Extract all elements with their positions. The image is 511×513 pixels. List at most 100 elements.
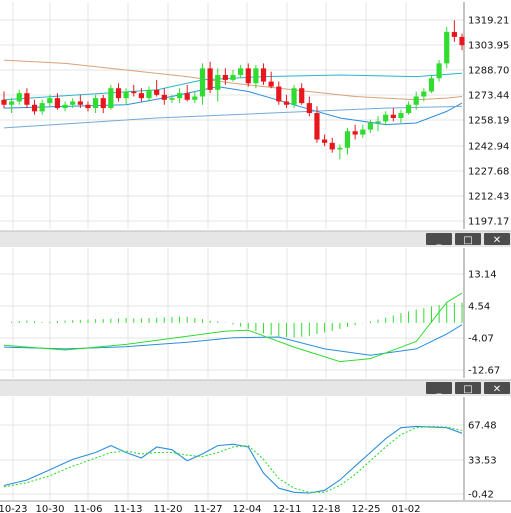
candle-body <box>260 68 267 82</box>
candle-body <box>322 139 328 143</box>
candle-body <box>230 74 236 80</box>
minimize-icon: _ <box>437 384 442 395</box>
candle-body <box>436 63 442 79</box>
y-tick-label-price: 1197.17 <box>468 217 509 228</box>
x-tick-label: 11-13 <box>113 504 142 513</box>
y-tick-label-stochastic: 33.53 <box>468 456 497 467</box>
candle-body <box>115 88 122 99</box>
candle-body <box>398 113 404 119</box>
candle-body <box>360 129 366 135</box>
series-line-macd_line <box>3 292 463 363</box>
maximize-button[interactable] <box>455 233 481 245</box>
candle-body <box>70 101 76 105</box>
y-tick-label-price: 1319.21 <box>468 16 509 27</box>
panel-macd <box>0 248 464 378</box>
candle-body <box>161 94 167 100</box>
candle-body <box>299 88 305 104</box>
x-tick-label: 11-20 <box>153 504 182 513</box>
y-tick-label-price: 1303.95 <box>468 41 509 52</box>
y-tick-label-price: 1212.43 <box>468 192 509 203</box>
candle-body <box>444 31 450 64</box>
minimize-button[interactable] <box>426 382 452 394</box>
candle-body <box>85 104 91 109</box>
candle-body <box>337 147 343 150</box>
candle-body <box>375 121 381 123</box>
candle-body <box>16 93 22 102</box>
candle-body <box>314 113 320 140</box>
candle-body <box>39 103 45 112</box>
close-icon: ✕ <box>493 384 501 395</box>
candle-body <box>283 101 290 105</box>
x-tick-label: 12-18 <box>311 504 340 513</box>
candle-body <box>108 88 114 109</box>
close-button[interactable] <box>484 233 510 245</box>
candle-body <box>459 36 465 46</box>
candle-body <box>62 104 68 109</box>
y-tick-label-price: 1288.70 <box>468 66 509 77</box>
minimize-button[interactable] <box>426 233 452 245</box>
candle-body <box>238 68 244 75</box>
x-tick-label: 12-11 <box>272 504 301 513</box>
series-line-macd_signal <box>3 324 463 356</box>
candle-body <box>138 93 144 99</box>
candle-body <box>276 86 282 102</box>
candle-body <box>176 93 183 99</box>
panel-stochastic <box>0 397 464 500</box>
candle-body <box>215 74 221 90</box>
close-button[interactable] <box>484 382 510 394</box>
y-tick-label-macd: -12.67 <box>468 366 500 377</box>
y-tick-label-stochastic: 67.48 <box>468 421 497 432</box>
x-tick-label: 12-04 <box>232 504 261 513</box>
series-line-stoch_d <box>3 425 463 493</box>
y-tick-label-price: 1258.19 <box>468 116 509 127</box>
candle-body <box>245 68 251 84</box>
candle-body <box>154 89 160 95</box>
y-tick-label-price: 1273.44 <box>468 91 509 102</box>
series-line-stoch_k <box>3 425 463 494</box>
pane-titlebar-1 <box>0 231 511 247</box>
x-tick-label: 12-25 <box>351 504 380 513</box>
candle-body <box>428 78 435 92</box>
candle-body <box>207 68 213 90</box>
x-tick-label: 11-06 <box>73 504 102 513</box>
maximize-button[interactable] <box>455 382 481 394</box>
pane-titlebar-2 <box>0 380 511 396</box>
candle-body <box>54 98 61 109</box>
candle-body <box>47 98 53 104</box>
candle-body <box>9 101 15 105</box>
candle-body <box>123 91 129 99</box>
y-tick-label-price: 1227.68 <box>468 167 509 178</box>
x-tick-label: 11-27 <box>193 504 222 513</box>
candle-body <box>413 96 419 105</box>
candle-body <box>390 114 396 119</box>
maximize-icon: □ <box>463 235 472 246</box>
y-tick-label-stochastic: -0.42 <box>468 490 494 501</box>
x-tick-label: 10-30 <box>35 504 64 513</box>
x-tick-label: 01-02 <box>391 504 420 513</box>
y-tick-label-macd: 4.54 <box>468 302 490 313</box>
candle-body <box>131 91 137 94</box>
candle-body <box>344 131 351 148</box>
candle-body <box>100 98 106 109</box>
candle-body <box>367 122 373 130</box>
series-line-ma_fast <box>3 86 463 126</box>
candle-body <box>268 81 274 87</box>
candle-body <box>253 68 259 84</box>
candle-body <box>184 93 190 100</box>
x-tick-label: 10-23 <box>0 504 28 513</box>
y-tick-label-macd: -4.07 <box>468 334 494 345</box>
candle-body <box>329 142 335 150</box>
candle-body <box>169 98 175 100</box>
y-tick-label-price: 1242.94 <box>468 142 509 153</box>
y-tick-label-macd: 13.14 <box>468 270 497 281</box>
minimize-icon: _ <box>437 235 442 246</box>
candle-body <box>421 91 427 97</box>
candle-body <box>77 101 83 105</box>
maximize-icon: □ <box>463 384 472 395</box>
candle-body <box>199 68 206 97</box>
candle-body <box>352 131 358 135</box>
candle-body <box>93 98 99 109</box>
candle-body <box>451 31 457 37</box>
